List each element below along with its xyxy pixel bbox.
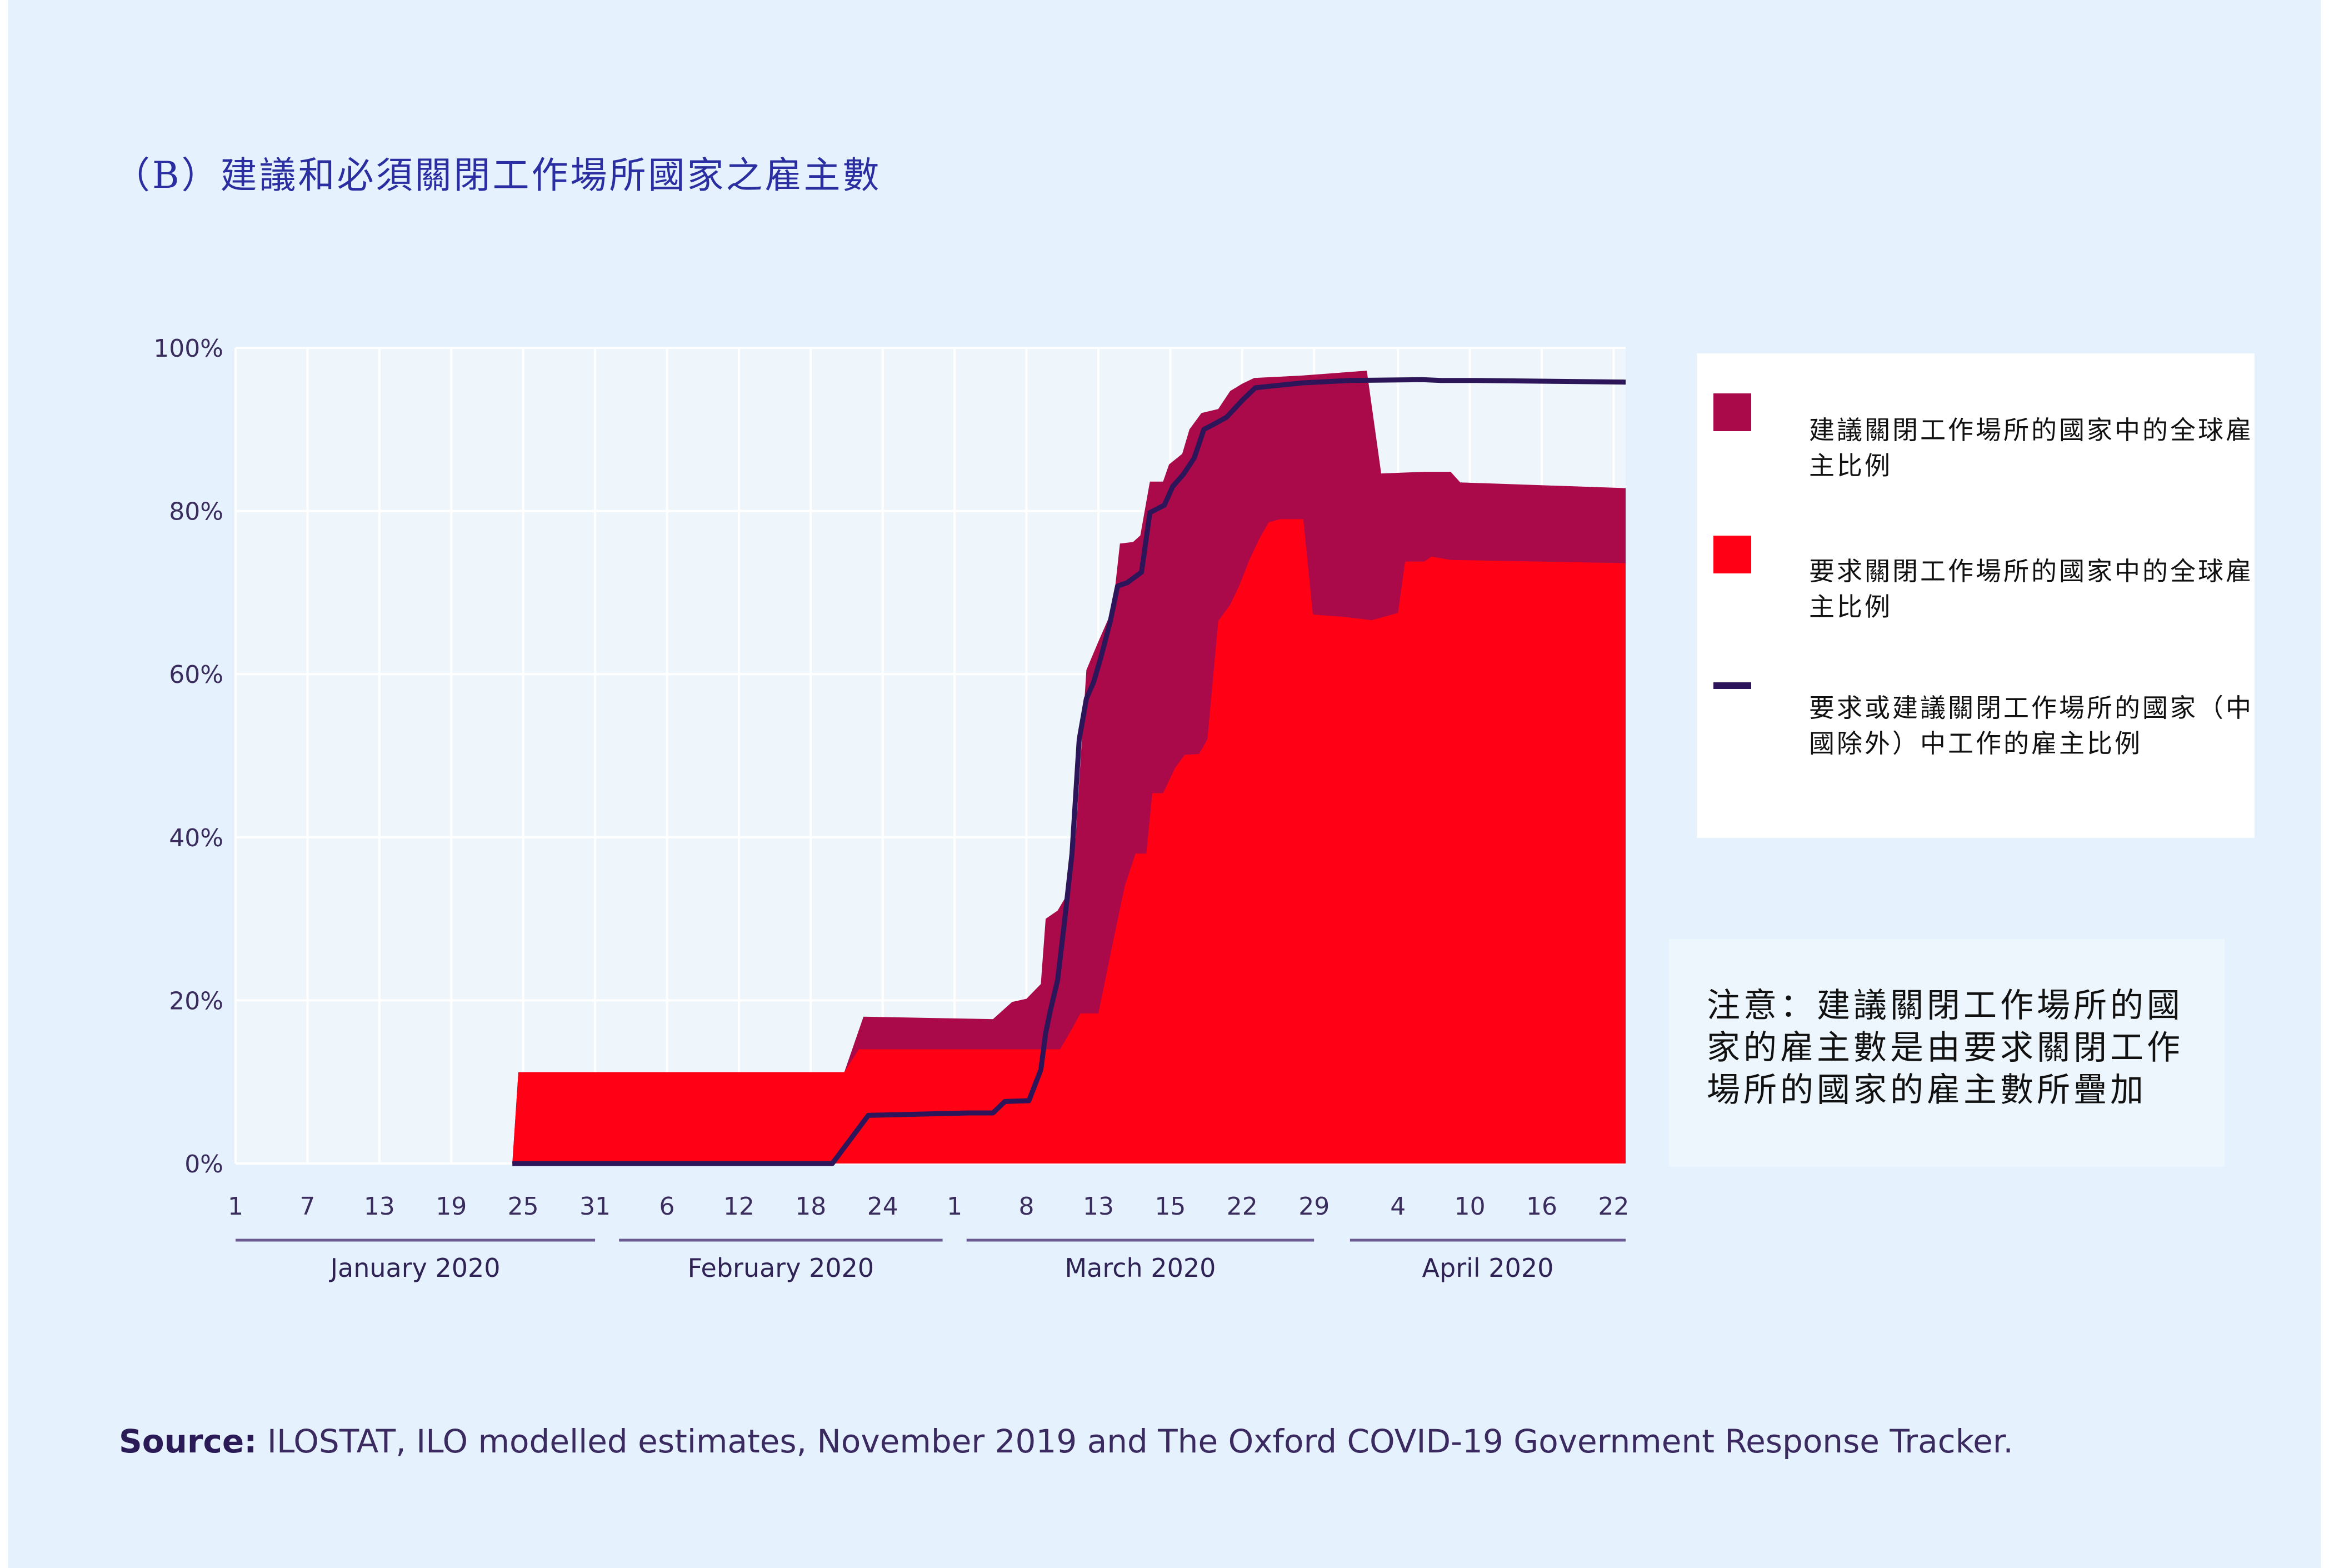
- legend-swatch-recommended: [1713, 393, 1751, 431]
- source-label: Source:: [119, 1422, 257, 1460]
- x-tick-label: 19: [436, 1192, 467, 1221]
- x-tick-label: 1: [947, 1192, 962, 1221]
- month-label: April 2020: [1422, 1253, 1554, 1283]
- legend-label-required: 要求關閉工作場所的國家中的全球雇主比例: [1809, 556, 2253, 622]
- x-tick-label: 10: [1455, 1192, 1486, 1221]
- x-tick-label: 6: [659, 1192, 674, 1221]
- month-label: March 2020: [1064, 1253, 1216, 1283]
- x-tick-label: 24: [867, 1192, 898, 1221]
- legend-label-excluding-china: 要求或建議關閉工作場所的國家（中國除外）中工作的雇主比例: [1809, 693, 2253, 758]
- source-line: Source: ILOSTAT, ILO modelled estimates,…: [119, 1422, 2013, 1460]
- x-tick-label: 25: [508, 1192, 539, 1221]
- note-box: 注意：建議關閉工作場所的國家的雇主數是由要求關閉工作場所的國家的雇主數所疊加: [1669, 939, 2225, 1167]
- month-label: January 2020: [328, 1253, 500, 1283]
- legend-label-recommended: 建議關閉工作場所的國家中的全球雇主比例: [1809, 415, 2253, 481]
- x-tick-label: 13: [364, 1192, 395, 1221]
- x-tick-label: 29: [1298, 1192, 1330, 1221]
- y-tick-label: 20%: [169, 987, 223, 1015]
- y-tick-label: 80%: [169, 498, 223, 526]
- x-tick-label: 16: [1526, 1192, 1557, 1221]
- x-tick-label: 7: [299, 1192, 315, 1221]
- y-tick-label: 60%: [169, 661, 223, 689]
- x-tick-label: 4: [1390, 1192, 1406, 1221]
- chart-card: （B）建議和必須關閉工作場所國家之雇主數 0% 20% 40% 60% 80% 100% 1…: [8, 0, 2321, 1568]
- y-tick-label: 40%: [169, 824, 223, 852]
- x-tick-label: 15: [1154, 1192, 1186, 1221]
- area-chart: 0%20%40%60%80%100%1 7 13 19 25 31 6 12 18 24 1 8 13 1…: [153, 334, 1629, 1283]
- legend: 建議關閉工作場所的國家中的全球雇主比例 要求關閉工作場所的國家中的全球雇主比例 …: [1697, 353, 2255, 838]
- chart-title: （B）建議和必須關閉工作場所國家之雇主數: [113, 154, 882, 197]
- x-tick-label: 18: [795, 1192, 826, 1221]
- source-text: ILOSTAT, ILO modelled estimates, Novembe…: [257, 1422, 2013, 1460]
- x-tick-label: 1: [228, 1192, 243, 1221]
- legend-swatch-required: [1713, 536, 1751, 573]
- line-series-2: [512, 377, 1626, 1166]
- x-tick-label: 8: [1019, 1192, 1034, 1221]
- note-text: 注意：建議關閉工作場所的國家的雇主數是由要求關閉工作場所的國家的雇主數所疊加: [1707, 986, 2183, 1110]
- x-tick-label: 12: [723, 1192, 754, 1221]
- y-tick-label: 100%: [153, 334, 223, 363]
- x-tick-label: 22: [1598, 1192, 1629, 1221]
- x-tick-label: 22: [1227, 1192, 1258, 1221]
- x-tick-label: 13: [1083, 1192, 1114, 1221]
- month-label: February 2020: [688, 1253, 874, 1283]
- x-tick-label: 31: [579, 1192, 611, 1221]
- area-series-1: [512, 519, 1626, 1163]
- y-tick-label: 0%: [184, 1150, 223, 1179]
- legend-line-excluding-china: [1713, 682, 1751, 689]
